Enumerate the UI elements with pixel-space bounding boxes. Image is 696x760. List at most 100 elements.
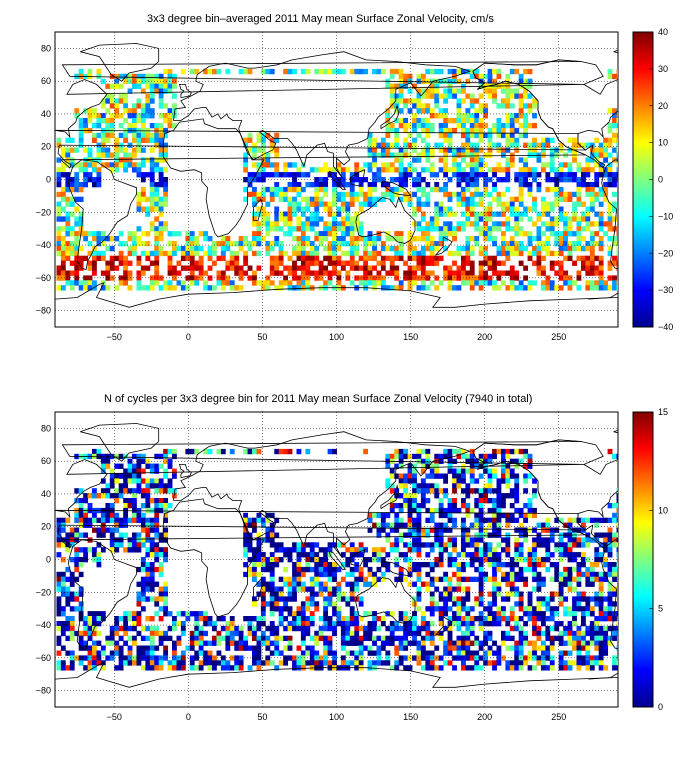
bin-cell (523, 448, 529, 455)
bin-cell (238, 285, 244, 291)
bin-cell (252, 566, 257, 573)
bin-cell (345, 621, 351, 627)
bin-cell (518, 157, 524, 163)
bin-cell (123, 280, 129, 286)
bin-cell (180, 280, 186, 286)
bin-cell (420, 127, 426, 134)
bin-cell (394, 255, 400, 262)
bin-cell (536, 260, 542, 266)
bin-cell (469, 270, 475, 276)
bin-cell (523, 488, 529, 494)
bin-cell (518, 73, 524, 80)
bin-cell (447, 132, 453, 139)
bin-cell (567, 177, 573, 183)
bin-cell (461, 542, 466, 548)
bin-cell (83, 255, 89, 262)
bin-cell (380, 68, 386, 75)
bin-cell (318, 186, 324, 193)
bin-cell (145, 93, 151, 99)
bin-cell (309, 182, 315, 188)
bin-cell (74, 196, 80, 203)
bin-cell (389, 635, 395, 642)
bin-cell (92, 552, 97, 558)
bin-cell (340, 616, 346, 622)
bin-cell (469, 448, 475, 455)
bin-cell (145, 206, 151, 212)
bin-cell (363, 236, 369, 242)
bin-cell (509, 142, 515, 148)
bin-cell (145, 532, 151, 538)
bin-cell (425, 606, 431, 612)
bin-cell (541, 285, 546, 291)
bin-cell (403, 635, 409, 642)
bin-cell (505, 137, 511, 144)
bin-cell (616, 280, 618, 286)
bin-cell (225, 635, 231, 642)
bin-cell (274, 206, 280, 212)
bin-cell (558, 245, 564, 252)
bin-cell (496, 503, 502, 509)
bin-cell (127, 152, 133, 158)
bin-cell (225, 260, 231, 266)
bin-cell (461, 113, 466, 119)
bin-cell (252, 601, 257, 607)
bin-cell (327, 591, 333, 597)
bin-cell (567, 196, 573, 203)
bin-cell (136, 73, 142, 80)
bin-cell (145, 241, 151, 247)
bin-cell (483, 73, 489, 80)
bin-cell (252, 147, 257, 153)
bin-cell (572, 566, 577, 573)
bin-cell (505, 157, 511, 163)
bin-cell (336, 191, 342, 198)
bin-cell (65, 255, 71, 262)
bin-cell (518, 601, 524, 607)
bin-cell (465, 250, 471, 257)
bin-cell (469, 157, 475, 163)
bin-cell (132, 152, 137, 158)
bin-cell (340, 201, 346, 207)
bin-cell (545, 547, 551, 553)
bin-cell (545, 616, 551, 622)
bin-cell (407, 201, 413, 207)
bin-cell (425, 123, 431, 129)
bin-cell (74, 113, 80, 119)
bin-cell (549, 606, 555, 612)
bin-cell (514, 127, 520, 134)
bin-cell (465, 542, 471, 548)
bin-cell (545, 630, 551, 637)
bin-cell (483, 113, 489, 119)
bin-cell (416, 562, 422, 568)
bin-cell (412, 630, 417, 637)
bin-cell (563, 172, 569, 178)
bin-cell (394, 157, 400, 163)
bin-cell (283, 547, 289, 553)
bin-cell (83, 640, 89, 646)
bin-cell (305, 606, 311, 612)
bin-cell (469, 147, 475, 153)
bin-cell (527, 216, 533, 222)
bin-cell (114, 493, 120, 499)
bin-cell (496, 650, 502, 656)
bin-cell (492, 596, 497, 602)
bin-cell (420, 191, 426, 198)
bin-cell (545, 527, 551, 533)
bin-cell (127, 517, 133, 524)
bin-cell (158, 478, 164, 484)
bin-cell (318, 625, 324, 632)
bin-cell (216, 68, 222, 75)
bin-cell (114, 98, 120, 104)
bin-cell (478, 108, 484, 114)
bin-cell (443, 113, 449, 119)
bin-cell (416, 236, 422, 242)
bin-cell (287, 226, 293, 232)
bin-cell (247, 132, 253, 139)
bin-cell (260, 522, 266, 528)
bin-cell (474, 201, 480, 207)
bin-cell (363, 245, 369, 252)
bin-cell (589, 167, 595, 173)
bin-cell (74, 562, 80, 568)
bin-cell (576, 231, 582, 237)
bin-cell (474, 216, 480, 222)
bin-cell (145, 625, 151, 632)
